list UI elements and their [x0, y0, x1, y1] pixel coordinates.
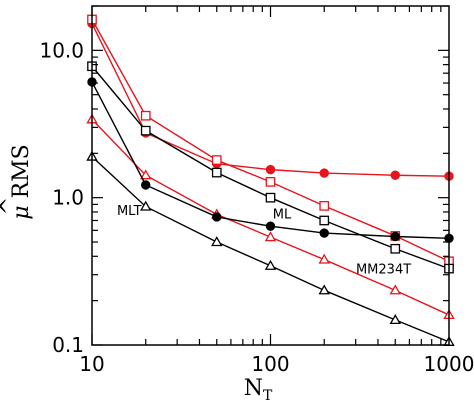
x-tick-label: 10 — [79, 352, 104, 376]
tick-label-layer: 10 100 1000 0.1 1.0 10.0 — [39, 38, 474, 376]
x-tick-label: 100 — [251, 352, 289, 376]
data-point — [265, 177, 276, 187]
annotation-label: MLT — [117, 204, 142, 219]
y-axis-title-main: RMS — [9, 144, 34, 198]
data-point — [264, 259, 277, 270]
x-axis-title-subscript: T — [263, 388, 273, 404]
data-point — [318, 253, 330, 264]
y-tick-label: 0.1 — [52, 333, 84, 357]
series-line — [91, 23, 450, 177]
data-point — [140, 110, 151, 121]
y-tick-label: 1.0 — [52, 186, 84, 210]
data-point — [264, 231, 277, 242]
data-point — [140, 200, 152, 211]
data-point — [319, 201, 330, 211]
x-tick-label: 1000 — [424, 352, 474, 376]
data-point — [390, 243, 401, 254]
data-point — [140, 125, 151, 136]
data-point — [318, 284, 330, 295]
y-axis-title-symbol: μ — [9, 205, 34, 219]
data-point — [265, 221, 276, 231]
data-point — [390, 231, 400, 242]
annotation-label: MM234T — [356, 263, 411, 278]
data-point — [390, 170, 400, 180]
x-axis-title: NT — [244, 376, 273, 404]
data-point — [389, 284, 401, 295]
data-point — [389, 314, 401, 325]
data-point — [211, 167, 222, 178]
data-point — [140, 169, 152, 180]
annotation-layer: MLT ML MM234T — [117, 204, 411, 277]
data-point — [211, 236, 223, 247]
y-axis-title-text: μ RMS — [9, 144, 34, 219]
frame-layer — [91, 5, 450, 346]
series-5 — [86, 150, 455, 346]
x-axis-title-main: N — [244, 376, 263, 401]
y-axis-title: μ RMS ^ — [0, 144, 34, 219]
data-point — [211, 155, 222, 165]
y-axis-title-hat: ^ — [0, 197, 22, 215]
data-point — [319, 215, 330, 226]
y-tick-label: 10.0 — [39, 38, 84, 62]
data-point — [265, 192, 276, 203]
data-point — [141, 180, 151, 190]
series-2 — [86, 113, 455, 320]
data-point — [212, 212, 222, 222]
data-point — [319, 228, 329, 238]
annotation-label: ML — [273, 208, 292, 223]
series-3 — [87, 77, 454, 243]
data-point — [319, 168, 329, 178]
data-point — [265, 164, 276, 175]
series-0 — [87, 18, 454, 181]
series-line — [91, 81, 450, 239]
series-layer — [86, 14, 455, 346]
